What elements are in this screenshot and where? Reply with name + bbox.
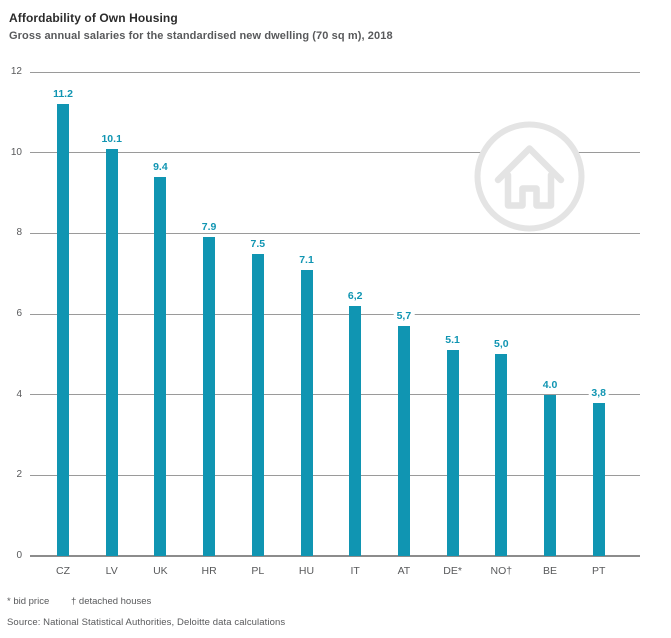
x-tick-label-HR: HR — [201, 565, 217, 577]
y-tick-label-4: 4 — [16, 388, 22, 400]
bar-value-label-DE*: 5.1 — [442, 334, 463, 347]
bar-value-label-NO†: 5,0 — [490, 338, 512, 351]
y-tick-label-2: 2 — [16, 469, 22, 481]
bar-HU — [300, 269, 313, 556]
gridline-6 — [30, 313, 640, 315]
chart-title: Affordability of Own Housing — [9, 11, 178, 25]
bar-LV — [105, 148, 118, 556]
bar-IT — [349, 305, 362, 556]
gridline-8 — [30, 232, 640, 234]
y-tick-label-0: 0 — [16, 550, 22, 561]
x-tick-label-DE*: DE* — [443, 565, 462, 577]
gridline-4 — [30, 394, 640, 396]
x-tick-label-BE: BE — [542, 565, 558, 577]
footnote-detached-houses: † detached houses — [71, 596, 152, 607]
y-tick-label-8: 8 — [16, 227, 22, 239]
bar-UK — [154, 176, 167, 556]
bar-value-label-UK: 9.4 — [150, 160, 171, 173]
y-tick-label-12: 12 — [10, 66, 22, 77]
bar-BE — [544, 394, 556, 556]
gridline-10 — [30, 152, 640, 154]
x-tick-label-PL: PL — [251, 565, 265, 577]
bar-value-label-PL: 7.5 — [247, 237, 269, 250]
bar-value-label-IT: 6,2 — [344, 289, 366, 302]
gridline-12 — [30, 71, 640, 73]
house-icon — [472, 119, 587, 234]
x-tick-label-NO†: NO† — [490, 565, 513, 577]
x-tick-label-IT: IT — [350, 565, 360, 577]
bar-HR — [203, 237, 216, 556]
x-tick-label-LV: LV — [105, 565, 118, 577]
footnote-bid-price: * bid price — [7, 596, 50, 607]
x-tick-label-HU: HU — [298, 565, 315, 577]
bar-value-label-PT: 3,8 — [588, 386, 609, 399]
bar-value-label-BE: 4.0 — [539, 378, 561, 391]
x-tick-label-CZ: CZ — [56, 565, 70, 577]
bar-DE* — [446, 350, 459, 556]
y-tick-label-10: 10 — [10, 146, 22, 158]
bar-CZ — [57, 104, 69, 556]
source-line: Source: National Statistical Authorities… — [7, 617, 286, 628]
bar-AT — [397, 326, 410, 556]
bar-value-label-HR: 7.9 — [198, 221, 220, 234]
y-tick-label-6: 6 — [16, 308, 22, 319]
footnotes-row: * bid price † detached houses — [0, 596, 671, 610]
bar-NO† — [495, 354, 508, 556]
bar-value-label-HU: 7.1 — [296, 253, 317, 266]
bar-PT — [592, 402, 605, 556]
chart-subtitle: Gross annual salaries for the standardis… — [9, 30, 393, 42]
gridline-2 — [30, 474, 640, 476]
bar-PL — [251, 253, 264, 556]
gridline-0 — [30, 555, 640, 557]
bar-value-label-AT: 5,7 — [393, 310, 415, 323]
x-tick-label-AT: AT — [397, 565, 411, 577]
x-tick-label-UK: UK — [153, 565, 168, 577]
bar-value-label-LV: 10.1 — [98, 132, 125, 145]
x-tick-label-PT: PT — [591, 565, 606, 577]
bar-value-label-CZ: 11.2 — [50, 88, 76, 101]
